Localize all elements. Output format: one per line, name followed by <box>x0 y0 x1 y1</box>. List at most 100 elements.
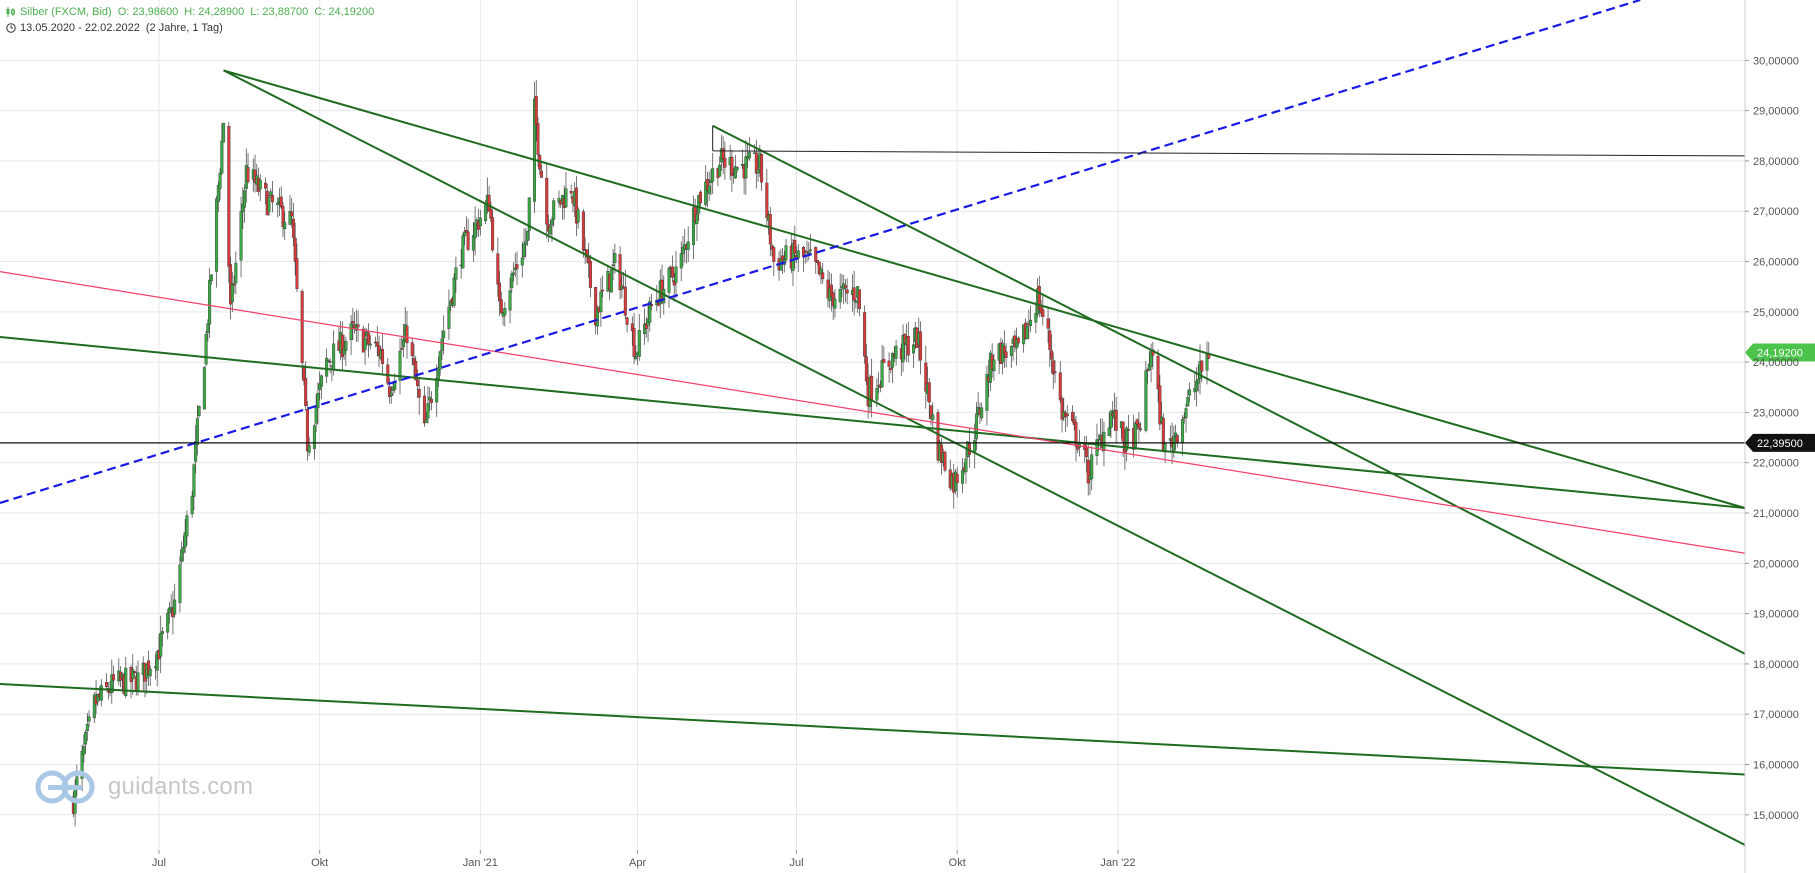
candle-up <box>234 262 238 284</box>
candle-up <box>318 383 322 390</box>
candle-up <box>1107 427 1111 437</box>
candle-up <box>964 458 968 473</box>
candle-down <box>264 182 268 189</box>
close-value: C: 24,19200 <box>314 6 375 18</box>
candle-up <box>1090 454 1094 479</box>
candle-up <box>92 694 96 719</box>
candle-up <box>1133 422 1137 448</box>
candle-down <box>765 182 769 218</box>
candle-up <box>185 515 189 537</box>
candle-down <box>1016 337 1020 344</box>
candle-down <box>768 214 772 245</box>
resistance-line <box>712 150 1746 157</box>
candle-up <box>215 198 219 272</box>
candle-up <box>854 300 858 303</box>
candle-down <box>698 191 702 204</box>
candle-up <box>576 209 580 223</box>
candle-down <box>594 286 598 326</box>
guidants-logo-icon <box>35 770 95 804</box>
candle-up <box>503 308 507 316</box>
candle-up <box>473 222 477 239</box>
candle-up <box>691 207 695 245</box>
candle-down <box>863 312 867 357</box>
candle-down <box>936 412 940 461</box>
candle-up <box>316 392 320 408</box>
candle-up <box>190 495 194 515</box>
candle-up <box>791 243 795 271</box>
candle-up <box>222 122 226 143</box>
candle-up <box>533 98 537 202</box>
instrument-name: Silber (FXCM, Bid) <box>20 6 112 18</box>
low-value: L: 23,88700 <box>250 6 309 18</box>
candle-up <box>173 599 177 615</box>
candle-up <box>637 330 641 357</box>
candle-up <box>131 669 135 680</box>
candle-up <box>326 360 330 362</box>
y-tick-label: 16,00000 <box>1753 759 1799 771</box>
candle-down <box>499 299 503 314</box>
candle-up <box>522 243 526 257</box>
candle-up <box>1109 410 1113 429</box>
candle-up <box>611 264 615 266</box>
candle-up <box>1196 378 1200 384</box>
candle-down <box>466 231 470 250</box>
date-range: 13.05.2020 - 22.02.2022 <box>20 22 140 34</box>
candle-up <box>436 367 440 380</box>
candle-down <box>1086 459 1090 484</box>
candle-up <box>674 266 678 283</box>
candle-down <box>1074 422 1078 447</box>
candle-down <box>281 206 285 227</box>
candle-up <box>1205 354 1209 371</box>
candle-down <box>1156 355 1160 390</box>
candle-up <box>1184 408 1188 418</box>
candle-up <box>681 247 685 254</box>
time-axis: Jul Okt Jan '21 Apr Jul Okt Jan '22 <box>152 850 1135 869</box>
trendline-green <box>712 124 1746 655</box>
candle-up <box>426 403 430 419</box>
candle-up <box>194 441 198 462</box>
candle-down <box>246 167 250 182</box>
candle-up <box>398 350 402 381</box>
candle-down <box>429 398 433 403</box>
level-price-tag-label: 22,39500 <box>1757 438 1803 450</box>
trendline-green <box>0 683 1746 776</box>
candle-up <box>169 606 173 610</box>
candle-down <box>1050 350 1054 360</box>
candle-up <box>747 152 751 159</box>
candle-up <box>744 156 748 179</box>
price-axis: 15,00000 16,00000 17,00000 18,00000 19,00000… <box>1744 0 1799 873</box>
candle-up <box>513 267 517 271</box>
candle-up <box>435 377 439 403</box>
candle-down <box>814 247 818 262</box>
candle-up <box>319 375 323 387</box>
candle-up <box>461 235 465 269</box>
y-tick-label: 22,00000 <box>1753 458 1799 470</box>
candle-up <box>838 288 842 303</box>
candle-down <box>1041 309 1045 318</box>
candle-down <box>927 382 931 403</box>
candlestick-icon <box>6 7 15 18</box>
candle-down <box>290 211 294 217</box>
candle-down <box>498 282 502 302</box>
candle-down <box>650 304 654 306</box>
candle-down <box>1146 369 1150 371</box>
candle-down <box>829 284 833 297</box>
candle-up <box>735 166 739 170</box>
candle-up <box>220 140 224 174</box>
candle-up <box>1009 346 1013 356</box>
candle-up <box>891 353 895 368</box>
candle-down <box>781 255 785 262</box>
trendline-green <box>223 69 1746 846</box>
candle-up <box>136 672 140 692</box>
candle-up <box>833 298 837 309</box>
candle-up <box>80 750 84 779</box>
candle-up <box>241 203 245 212</box>
candle-up <box>471 235 475 251</box>
candle-up <box>167 607 171 613</box>
candle-up <box>1015 338 1019 349</box>
candle-down <box>1114 409 1118 431</box>
y-tick-label: 24,00000 <box>1753 357 1799 369</box>
candle-up <box>85 724 89 732</box>
candle-down <box>625 317 629 325</box>
candle-up <box>548 226 552 235</box>
